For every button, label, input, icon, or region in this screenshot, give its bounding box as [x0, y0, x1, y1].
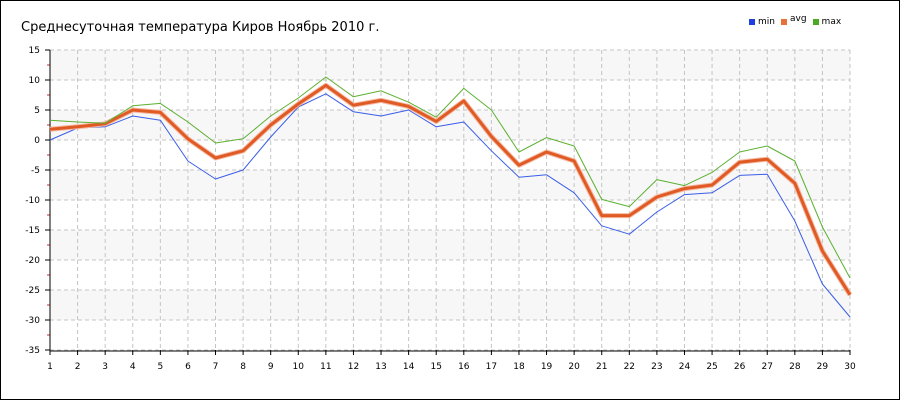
legend-swatch-avg — [780, 19, 787, 25]
x-tick-label: 26 — [734, 362, 746, 372]
x-tick-label: 25 — [706, 362, 717, 372]
x-tick-label: 20 — [568, 362, 580, 372]
legend-label: max — [821, 17, 842, 27]
x-tick-label: 21 — [596, 362, 607, 372]
x-tick-label: 28 — [789, 362, 801, 372]
series-line-avg — [49, 83, 852, 296]
x-tick-label: 29 — [817, 362, 829, 372]
x-tick-label: 24 — [679, 362, 691, 372]
x-tick-label: 30 — [844, 362, 856, 372]
x-tick-label: 9 — [268, 362, 274, 372]
grid-band — [50, 50, 850, 80]
series-line-max — [49, 76, 851, 279]
y-tick-label: 10 — [29, 76, 41, 86]
y-tick-label: -20 — [25, 256, 40, 266]
y-tick-label: -25 — [25, 286, 40, 296]
x-tick-label: 19 — [541, 362, 553, 372]
x-tick-label: 11 — [320, 362, 331, 372]
x-tick-label: 27 — [762, 362, 773, 372]
legend-swatch-max — [812, 19, 819, 25]
legend-item-min: min — [749, 17, 775, 27]
x-tick-label: 2 — [75, 362, 81, 372]
x-tick-label: 10 — [293, 362, 305, 372]
series-line-min — [49, 93, 851, 318]
x-tick-label: 18 — [513, 362, 525, 372]
x-tick-label: 4 — [130, 362, 136, 372]
x-tick-label: 6 — [185, 362, 191, 372]
y-tick-label: -10 — [25, 196, 40, 206]
grid-band — [50, 230, 850, 260]
x-tick-label: 3 — [102, 362, 108, 372]
y-tick-label: -5 — [31, 166, 40, 176]
x-tick-label: 1 — [47, 362, 53, 372]
legend-item-max: max — [812, 17, 842, 27]
x-tick-label: 15 — [430, 362, 441, 372]
x-tick-label: 8 — [240, 362, 246, 372]
x-tick-label: 5 — [157, 362, 163, 372]
legend: min avg max — [749, 14, 842, 27]
grid-band — [50, 290, 850, 320]
x-tick-label: 7 — [213, 362, 219, 372]
x-tick-label: 16 — [458, 362, 470, 372]
grid-band — [50, 170, 850, 200]
x-tick-label: 22 — [624, 362, 635, 372]
y-tick-label: 15 — [29, 46, 40, 56]
x-tick-label: 14 — [403, 362, 415, 372]
y-tick-label: -15 — [25, 226, 40, 236]
x-tick-label: 12 — [348, 362, 359, 372]
legend-label: avg — [789, 14, 807, 24]
x-tick-label: 13 — [375, 362, 386, 372]
x-tick-label: 17 — [486, 362, 497, 372]
y-tick-label: 5 — [34, 106, 40, 116]
y-tick-label: 0 — [34, 136, 40, 146]
x-tick-label: 23 — [651, 362, 662, 372]
legend-item-avg: avg — [780, 14, 807, 27]
legend-label: min — [758, 17, 775, 27]
legend-swatch-min — [749, 19, 755, 25]
chart-title: Среднесуточная температура Киров Ноябрь … — [21, 20, 380, 35]
y-tick-label: -35 — [25, 346, 40, 356]
y-tick-label: -30 — [25, 316, 40, 326]
